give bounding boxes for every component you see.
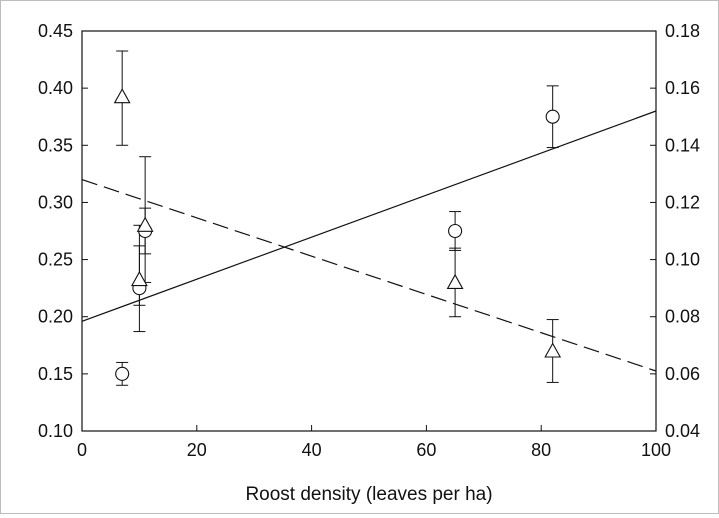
y-right-tick-label: 0.08 xyxy=(665,307,700,327)
y-axis-right: 0.04 0.06 0.08 0.10 0.12 0.14 0.16 0.18 xyxy=(650,21,700,441)
circle-marker xyxy=(545,109,560,124)
x-tick-label: 80 xyxy=(531,440,551,460)
y-left-tick-label: 0.35 xyxy=(38,135,73,155)
y-right-tick-label: 0.14 xyxy=(665,135,700,155)
plot-area xyxy=(81,30,657,432)
x-tick-label: 100 xyxy=(641,440,671,460)
x-axis-label: Roost density (leaves per ha) xyxy=(245,484,492,505)
y-right-tick-label: 0.12 xyxy=(665,192,700,212)
y-left-tick-label: 0.40 xyxy=(38,78,73,98)
x-tick-label: 60 xyxy=(416,440,436,460)
trend-line-solid xyxy=(81,110,657,322)
x-tick-label: 20 xyxy=(187,440,207,460)
error-bars xyxy=(116,50,559,386)
y-left-tick-label: 0.25 xyxy=(38,250,73,270)
y-right-tick-label: 0.16 xyxy=(665,78,700,98)
y-right-tick-label: 0.10 xyxy=(665,250,700,270)
trend-line-dashed xyxy=(81,179,657,372)
circle-marker xyxy=(448,223,463,239)
data-markers xyxy=(113,88,562,381)
triangle-marker xyxy=(446,273,464,289)
y-right-tick-label: 0.18 xyxy=(665,21,700,41)
circle-marker xyxy=(115,366,130,381)
triangle-marker xyxy=(113,88,131,104)
triangle-marker xyxy=(544,342,562,358)
y-right-tick-label: 0.04 xyxy=(665,421,700,441)
y-left-tick-label: 0.20 xyxy=(38,307,73,327)
x-axis: 0 20 40 60 80 100 xyxy=(77,425,671,460)
x-tick-label: 40 xyxy=(302,440,322,460)
y-left-tick-label: 0.30 xyxy=(38,192,73,212)
y-axis-left: 0.10 0.15 0.20 0.25 0.30 0.35 0.40 0.45 xyxy=(38,21,88,441)
triangle-marker xyxy=(136,216,154,232)
triangle-marker xyxy=(130,270,148,287)
y-left-tick-label: 0.45 xyxy=(38,21,73,41)
y-right-tick-label: 0.06 xyxy=(665,364,700,384)
y-left-tick-label: 0.15 xyxy=(38,364,73,384)
x-tick-label: 0 xyxy=(77,440,87,460)
trend-lines xyxy=(81,110,657,372)
y-left-tick-label: 0.10 xyxy=(38,421,73,441)
